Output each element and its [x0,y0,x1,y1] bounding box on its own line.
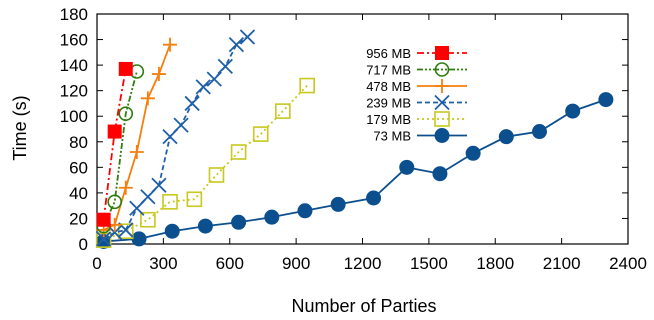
data-point [239,29,256,45]
data-point [228,37,245,53]
data-point [498,129,514,145]
y-tick-label: 120 [60,82,88,101]
data-point [118,180,133,195]
y-tick-label: 40 [69,184,88,203]
data-point [131,231,147,247]
legend-marker [434,128,450,143]
data-point [195,79,211,95]
data-point [264,209,280,225]
data-point [118,61,133,76]
data-point [532,124,547,140]
data-point [299,77,315,94]
series-478-mb [96,37,178,237]
x-tick-label: 900 [282,254,310,273]
data-point [231,214,247,230]
data-point [151,177,167,193]
data-point [565,103,581,119]
y-tick-label: 100 [60,107,88,126]
series-line [103,98,607,243]
data-point [96,212,111,227]
data-point [163,37,178,52]
data-point [118,106,134,121]
y-tick-label: 80 [69,133,88,152]
data-point [107,124,122,139]
x-tick-label: 2100 [543,254,581,273]
data-point [465,145,481,161]
legend-marker [434,94,450,111]
data-point [432,166,448,182]
y-tick-label: 20 [69,209,88,228]
data-point [399,159,415,175]
data-point [107,194,122,210]
legend-label: 478 MB [366,79,411,94]
x-tick-label: 1200 [344,254,382,273]
data-point [186,191,203,208]
x-tick-label: 2400 [609,254,647,273]
data-point [129,145,144,159]
x-tick-label: 600 [216,254,244,273]
x-tick-label: 300 [149,254,177,273]
data-point [230,144,247,160]
y-axis-label: Time (s) [10,95,30,160]
data-point [197,218,213,234]
legend-label: 956 MB [366,46,411,61]
data-point [598,92,614,108]
y-tick-label: 160 [60,31,88,50]
series-line [103,84,308,242]
legend-marker [434,62,450,77]
x-tick-label: 0 [92,254,101,273]
series-956-mb [96,61,133,227]
data-point [206,71,222,87]
data-point [140,91,155,106]
data-point [173,117,189,133]
data-point [208,167,225,183]
series-179-mb [95,77,315,248]
x-tick-label: 1500 [410,254,448,273]
data-point [275,103,291,119]
data-point [366,190,382,206]
legend-label: 717 MB [366,63,411,78]
legend-marker [435,79,449,93]
data-point [330,196,346,212]
data-point [151,67,166,82]
data-point [162,194,178,210]
data-point [297,203,313,219]
y-tick-label: 0 [79,235,88,254]
legend-label: 239 MB [366,96,411,111]
series-line [102,68,127,220]
data-point [252,126,269,142]
data-point [184,95,200,112]
data-point [164,223,180,239]
legend-label: 73 MB [373,129,411,144]
y-tick-label: 60 [69,158,88,177]
data-point [140,211,156,228]
x-axis-label: Number of Parties [291,296,436,316]
plot-area: 0 300 600 900 1200 1500 1800 2100 2400 0 20 40 60 80 1… [60,5,647,273]
y-tick-label: 140 [60,56,88,75]
y-tick-label: 180 [60,5,88,24]
series-73-mb [96,92,614,249]
data-point [96,231,112,247]
x-tick-label: 1800 [476,254,514,273]
legend-marker [435,46,449,60]
data-point [217,58,233,75]
legend-label: 179 MB [366,112,411,127]
legend-marker [434,111,450,127]
